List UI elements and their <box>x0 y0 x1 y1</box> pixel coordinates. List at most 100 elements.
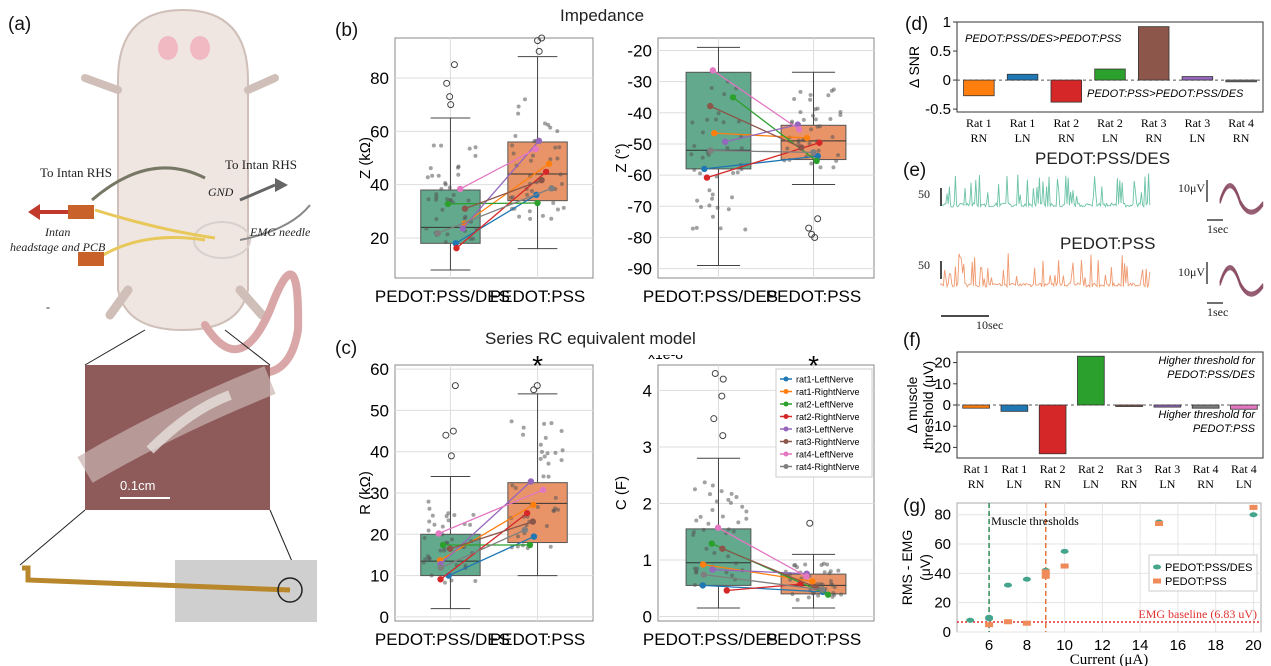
data-point <box>818 582 823 587</box>
pair-point <box>797 580 804 588</box>
data-point <box>509 419 514 424</box>
y-tick-label: 10 <box>934 376 951 393</box>
data-point <box>827 571 832 576</box>
outlier-point <box>719 432 727 440</box>
data-point <box>692 582 697 587</box>
data-point <box>726 554 731 559</box>
y-tick-label: 50 <box>370 401 389 420</box>
pair-point <box>719 545 726 552</box>
data-point <box>555 156 560 161</box>
data-point <box>691 532 696 537</box>
data-point <box>795 597 800 602</box>
pair-line <box>712 69 800 130</box>
data-point <box>710 192 715 197</box>
data-point <box>436 173 441 178</box>
pair-point <box>810 149 817 156</box>
device-tip-circle <box>277 577 303 603</box>
legend-label: rat2-LeftNerve <box>796 400 854 410</box>
pair-point <box>700 571 707 578</box>
y-tick-label: 0 <box>380 608 389 627</box>
data-point <box>793 563 798 568</box>
scale-bar-label: 0.1cm <box>120 478 156 493</box>
data-point <box>830 135 835 140</box>
data-point <box>729 491 734 496</box>
pair-line <box>464 179 542 210</box>
dash-mark: - <box>46 300 50 314</box>
pair-line <box>448 535 535 577</box>
data-point <box>466 198 471 203</box>
data-point <box>471 236 476 241</box>
panel-label-f: (f) <box>903 330 921 351</box>
data-point <box>808 93 813 98</box>
data-point <box>694 570 699 575</box>
data-point <box>834 158 839 163</box>
panel-label-a: (a) <box>8 14 32 35</box>
data-point <box>744 509 749 514</box>
data-point <box>561 205 566 210</box>
pair-point <box>457 185 464 193</box>
x-category-label: RN <box>971 131 988 145</box>
data-point <box>446 518 451 523</box>
data-point <box>442 580 447 585</box>
data-point <box>426 197 431 202</box>
cable-left <box>91 166 206 202</box>
data-point <box>798 110 803 115</box>
data-point <box>423 557 428 562</box>
pair-point <box>699 582 706 589</box>
x-category-label: Rat 3 <box>1116 462 1142 476</box>
data-point <box>743 227 748 232</box>
data-point <box>690 120 695 125</box>
y-tick-label: 10 <box>370 567 389 586</box>
data-point <box>816 148 821 153</box>
outlier-point <box>451 382 459 390</box>
pair-point <box>459 225 466 232</box>
x-category-label: LN <box>1189 131 1205 145</box>
data-point <box>559 429 564 434</box>
data-point <box>552 508 557 513</box>
x-tick-label: 8 <box>1023 637 1031 654</box>
data-point <box>689 152 694 157</box>
y-axis-label: Δ SNR <box>906 46 922 88</box>
x-category-label: LN <box>1006 477 1022 491</box>
impedance-title: Impedance <box>560 6 645 25</box>
x-tick-label: 14 <box>1132 637 1149 654</box>
data-point <box>706 521 711 526</box>
pair-point <box>707 147 714 154</box>
data-point <box>838 112 843 117</box>
x-tick-label: 20 <box>1245 637 1262 654</box>
data-point <box>555 207 560 212</box>
data-point <box>434 195 439 200</box>
pair-line <box>717 527 807 578</box>
outlier-point <box>805 224 813 232</box>
data-point <box>551 201 556 206</box>
pair-point <box>534 199 541 207</box>
data-point <box>726 497 731 502</box>
data-point <box>790 592 795 597</box>
outlier-point <box>814 215 822 223</box>
data-point <box>831 165 836 170</box>
data-point <box>831 87 836 92</box>
data-point <box>468 522 473 527</box>
data-point <box>516 104 521 109</box>
legend-label: rat4-LeftNerve <box>796 450 854 460</box>
pair-point <box>527 478 535 485</box>
y-tick-label: 0 <box>943 72 951 89</box>
annotation-1b: PEDOT:PSS/DES <box>1167 369 1255 381</box>
data-point <box>426 528 431 533</box>
y-tick-label: 4 <box>643 381 652 400</box>
x-category-label: Rat 1 <box>1010 116 1036 130</box>
x-category-label: PEDOT:PSS <box>766 287 861 306</box>
data-point <box>546 474 551 479</box>
data-point <box>705 117 710 122</box>
data-point <box>538 456 543 461</box>
data-point <box>546 461 551 466</box>
scale-v-bottom: 50 <box>918 258 930 272</box>
y-tick-label: -80 <box>627 228 652 247</box>
x-category-label: PEDOT:PSS/DES <box>643 287 778 306</box>
outlier-point <box>530 386 538 394</box>
signal-trace <box>940 253 1151 289</box>
data-point <box>548 157 553 162</box>
data-point <box>813 117 818 122</box>
